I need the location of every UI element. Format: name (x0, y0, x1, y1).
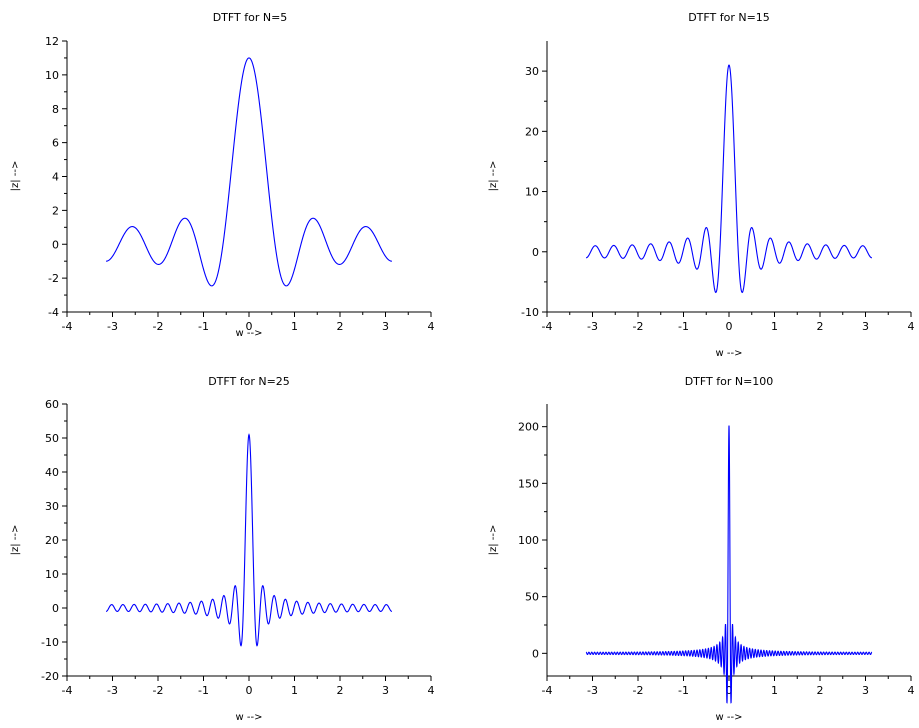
x-tick-label: 2 (337, 320, 344, 333)
y-tick-label: 150 (518, 477, 539, 490)
y-tick-label: -10 (521, 306, 539, 319)
y-tick-label: -4 (48, 306, 59, 319)
x-tick-label: 1 (291, 320, 298, 333)
x-tick-label: -1 (198, 684, 209, 697)
x-tick-label: -2 (153, 320, 164, 333)
x-tick-label: -4 (62, 320, 73, 333)
x-tick-label: 4 (908, 320, 915, 333)
x-tick-label: 4 (428, 684, 435, 697)
chart-title: DTFT for N=15 (688, 11, 770, 24)
series-line (585, 425, 873, 704)
series-line (585, 64, 873, 294)
y-tick-label: 4 (52, 171, 59, 184)
x-tick-label: -4 (62, 684, 73, 697)
x-tick-label: 3 (862, 684, 869, 697)
x-tick-label: 1 (771, 320, 778, 333)
x-axis-label: w --> (716, 348, 743, 359)
x-tick-label: 0 (726, 684, 733, 697)
x-axis-label: w --> (716, 712, 743, 723)
y-tick-label: 30 (525, 65, 539, 78)
x-tick-label: -1 (678, 320, 689, 333)
x-tick-label: -4 (542, 684, 553, 697)
y-tick-label: 20 (45, 534, 59, 547)
x-tick-label: -4 (542, 320, 553, 333)
y-tick-label: 0 (532, 647, 539, 660)
x-tick-label: 4 (908, 684, 915, 697)
y-axis-label: |z| --> (488, 161, 499, 192)
x-tick-label: -2 (633, 320, 644, 333)
y-tick-label: 100 (518, 534, 539, 547)
x-tick-label: 1 (291, 684, 298, 697)
series-line (105, 433, 393, 647)
y-tick-label: 60 (45, 398, 59, 411)
x-tick-label: 2 (337, 684, 344, 697)
y-tick-label: 0 (52, 238, 59, 251)
x-tick-label: 2 (817, 320, 824, 333)
x-tick-label: -2 (633, 684, 644, 697)
x-tick-label: -3 (107, 320, 118, 333)
subplot-n5: DTFT for N=5 -4 -3 -2 -1 0 1 2 3 4-4-2024681012 … (10, 11, 435, 339)
y-tick-label: 0 (52, 602, 59, 615)
x-tick-label: -3 (587, 320, 598, 333)
x-tick-label: -1 (198, 320, 209, 333)
y-tick-label: -20 (41, 670, 59, 683)
plot-area: -4 -3 -2 -1 0 1 2 3 4 0 50 100 150 200 (518, 404, 915, 704)
y-axis-label: |z| --> (488, 525, 499, 556)
y-axis-label: |z| --> (10, 525, 21, 556)
y-tick-label: 10 (45, 69, 59, 82)
y-tick-label: -2 (48, 272, 59, 285)
y-tick-label: 20 (525, 125, 539, 138)
chart-title: DTFT for N=5 (213, 11, 288, 24)
y-tick-label: 2 (52, 204, 59, 217)
series-line (106, 57, 392, 287)
y-tick-label: 0 (532, 246, 539, 259)
y-tick-label: 12 (45, 35, 59, 48)
subplot-n25: DTFT for N=25 -4 -3 -2 -1 0 1 2 3 4-20-100102030… (10, 375, 435, 723)
y-tick-label: 8 (52, 103, 59, 116)
x-tick-label: -3 (107, 684, 118, 697)
chart-title: DTFT for N=25 (208, 375, 290, 388)
chart-title: DTFT for N=100 (685, 375, 774, 388)
y-tick-label: -10 (41, 636, 59, 649)
y-tick-label: 30 (45, 500, 59, 513)
x-tick-label: 3 (382, 684, 389, 697)
y-tick-label: 50 (45, 432, 59, 445)
y-axis-label: |z| --> (10, 161, 21, 192)
y-tick-label: 6 (52, 137, 59, 150)
x-tick-label: 0 (246, 684, 253, 697)
x-axis-label: w --> (236, 328, 263, 339)
x-tick-label: 4 (428, 320, 435, 333)
x-tick-label: 3 (862, 320, 869, 333)
y-tick-label: 200 (518, 421, 539, 434)
x-tick-label: 0 (246, 320, 253, 333)
x-tick-label: -2 (153, 684, 164, 697)
x-axis-label: w --> (236, 712, 263, 723)
subplot-n100: DTFT for N=100 -4 -3 -2 -1 0 1 2 3 4 0 50 100 150 200… (488, 375, 915, 723)
x-tick-label: 2 (817, 684, 824, 697)
y-tick-label: 40 (45, 466, 59, 479)
y-tick-label: 50 (525, 591, 539, 604)
y-tick-label: 10 (525, 186, 539, 199)
x-tick-label: 3 (382, 320, 389, 333)
x-tick-label: 0 (726, 320, 733, 333)
x-tick-label: 1 (771, 684, 778, 697)
x-tick-label: -1 (678, 684, 689, 697)
x-tick-label: -3 (587, 684, 598, 697)
y-tick-label: 10 (45, 568, 59, 581)
